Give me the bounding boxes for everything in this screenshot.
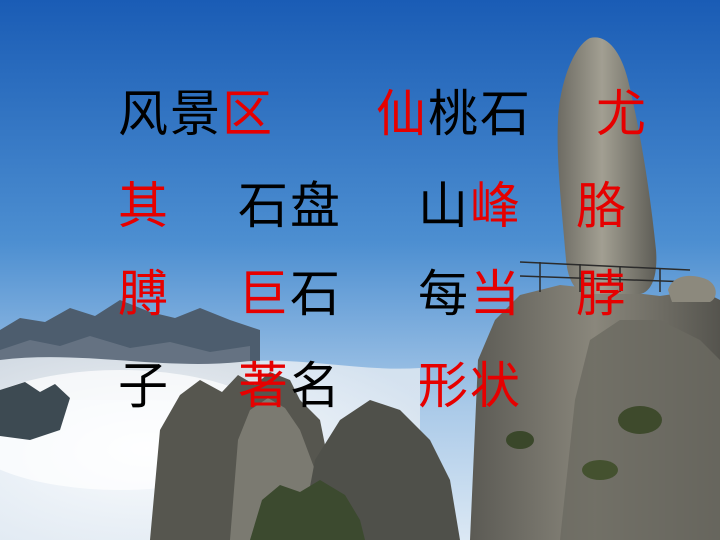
word-zi: 子: [118, 358, 170, 414]
word-meidang: 每当: [418, 266, 522, 322]
word-char: 仙: [376, 85, 428, 143]
word-char: 胳: [576, 177, 628, 235]
word-char: 脖: [576, 265, 628, 323]
word-char: 膊: [118, 265, 170, 323]
word-char: 每: [418, 265, 470, 323]
word-char: 状: [470, 357, 522, 415]
word-char: 桃: [428, 85, 480, 143]
word-bo: 膊: [118, 266, 170, 322]
word-char: 名: [290, 357, 342, 415]
word-shipan: 石盘: [238, 178, 342, 234]
word-char: 当: [470, 265, 522, 323]
word-char: 子: [118, 357, 170, 415]
word-char: 区: [222, 85, 274, 143]
word-char: 石: [238, 177, 290, 235]
word-fengjingqu: 风景区: [118, 86, 274, 142]
word-zhuming: 著名: [238, 358, 342, 414]
word-qi: 其: [118, 178, 170, 234]
word-char: 风: [118, 85, 170, 143]
word-bo2: 脖: [576, 266, 628, 322]
word-char: 形: [418, 357, 470, 415]
word-shanfeng: 山峰: [418, 178, 522, 234]
word-char: 峰: [470, 177, 522, 235]
word-jushi: 巨石: [238, 266, 342, 322]
word-you: 尤: [596, 86, 648, 142]
word-char: 尤: [596, 85, 648, 143]
word-xiantaoshi: 仙桃石: [376, 86, 532, 142]
word-char: 其: [118, 177, 170, 235]
word-char: 景: [170, 85, 222, 143]
word-char: 著: [238, 357, 290, 415]
word-char: 盘: [290, 177, 342, 235]
word-xingzhuang: 形状: [418, 358, 522, 414]
word-char: 巨: [238, 265, 290, 323]
word-char: 石: [290, 265, 342, 323]
word-char: 山: [418, 177, 470, 235]
word-char: 石: [480, 85, 532, 143]
word-ge: 胳: [576, 178, 628, 234]
